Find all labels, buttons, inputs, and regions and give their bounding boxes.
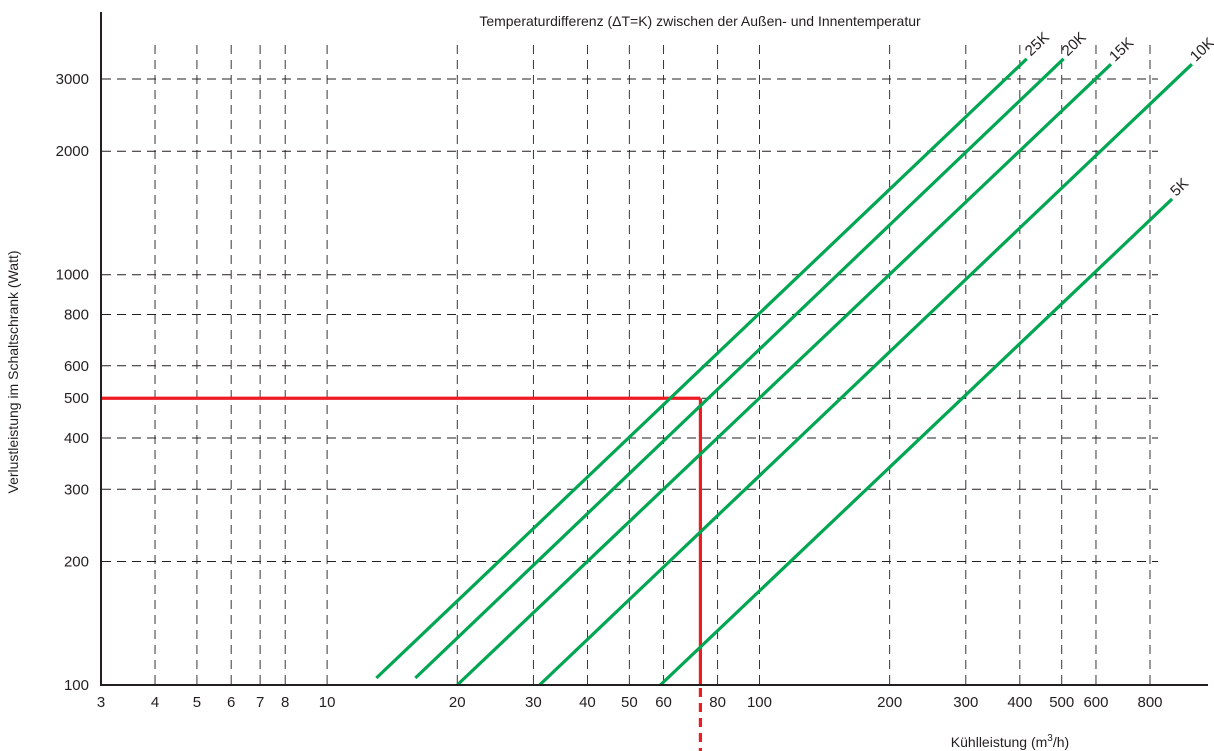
y-tick-label: 100 xyxy=(64,677,89,694)
x-axis-title-superscript: 3 xyxy=(1047,733,1053,744)
x-tick-label: 80 xyxy=(709,694,726,711)
x-tick-label: 3 xyxy=(97,694,105,711)
x-tick-label: 4 xyxy=(151,694,159,711)
y-tick-label: 200 xyxy=(64,554,89,571)
y-tick-label: 2000 xyxy=(56,143,89,160)
y-tick-label: 800 xyxy=(64,307,89,324)
x-tick-label: 60 xyxy=(655,694,672,711)
x-tick-label: 10 xyxy=(319,694,336,711)
x-tick-label: 5 xyxy=(193,694,201,711)
x-tick-label: 800 xyxy=(1137,694,1162,711)
x-axis-title: Kühlleistung (m3/h) xyxy=(951,733,1069,750)
x-axis-title-suffix: /h) xyxy=(1053,734,1069,750)
y-tick-label: 500 xyxy=(64,390,89,407)
x-tick-label: 50 xyxy=(621,694,638,711)
x-tick-label: 600 xyxy=(1083,694,1108,711)
series-label-5K: 5K xyxy=(1167,175,1192,200)
series-layer: 25K 20K 15K 10K 5K xyxy=(375,29,1214,687)
y-tick-label: 3000 xyxy=(56,71,89,88)
y-tick-label: 1000 xyxy=(56,267,89,284)
y-tick-label: 300 xyxy=(64,481,89,498)
x-tick-label: 40 xyxy=(579,694,596,711)
series-line-5K xyxy=(659,197,1174,687)
x-tick-label: 500 xyxy=(1049,694,1074,711)
series-line-20K xyxy=(414,57,1065,680)
x-tick-label: 30 xyxy=(525,694,542,711)
y-tick-label: 600 xyxy=(64,358,89,375)
x-axis-title-main: Kühlleistung (m xyxy=(951,734,1048,750)
x-tick-label: 100 xyxy=(747,694,772,711)
x-tick-label: 300 xyxy=(953,694,978,711)
x-tick-label: 200 xyxy=(877,694,902,711)
series-line-10K xyxy=(538,63,1194,687)
series-label-10K: 10K xyxy=(1187,34,1214,65)
series-line-15K xyxy=(456,63,1113,687)
y-tick-label: 400 xyxy=(64,430,89,447)
series-label-20K: 20K xyxy=(1059,29,1090,60)
x-tick-label: 8 xyxy=(281,694,289,711)
series-line-25K xyxy=(375,57,1028,680)
series-label-25K: 25K xyxy=(1022,29,1053,60)
chart-title: Temperaturdifferenz (ΔT=K) zwischen der … xyxy=(479,13,921,29)
series-label-15K: 15K xyxy=(1106,34,1137,65)
x-tick-label: 6 xyxy=(227,694,235,711)
x-tick-label: 7 xyxy=(256,694,264,711)
reference-lines xyxy=(102,396,702,751)
tick-labels: 3 4 5 6 7 8 10 20 30 40 50 60 80 100 200 300 400 500 600 80… xyxy=(56,71,1163,711)
x-tick-label: 400 xyxy=(1007,694,1032,711)
y-axis-title: Verlustleistung im Schaltschrank (Watt) xyxy=(5,250,21,493)
x-tick-label: 20 xyxy=(449,694,466,711)
axes xyxy=(100,12,1208,686)
